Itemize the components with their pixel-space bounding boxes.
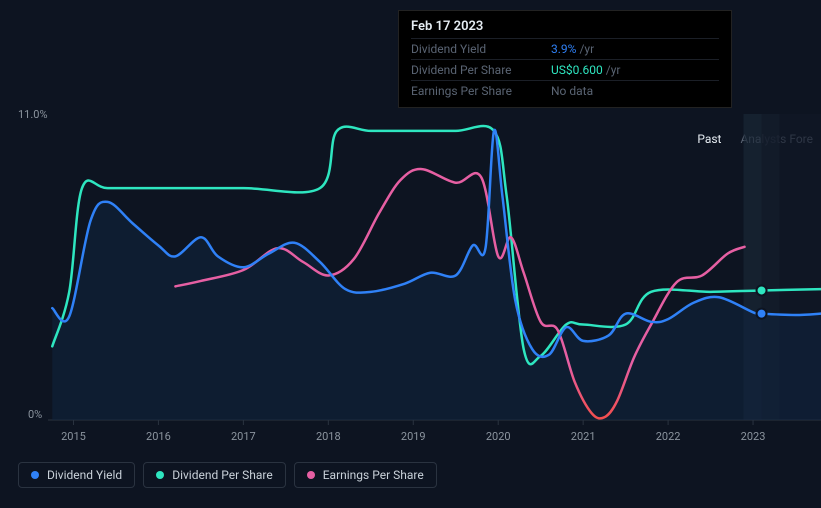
chart-tooltip: Feb 17 2023 Dividend Yield3.9%/yrDividen…	[398, 10, 732, 108]
x-axis-year: 2022	[656, 430, 681, 443]
legend-dot	[31, 471, 39, 479]
x-axis-year: 2021	[571, 430, 596, 443]
legend-label: Dividend Yield	[47, 468, 122, 482]
legend-label: Dividend Per Share	[172, 468, 273, 482]
legend-dot	[156, 471, 164, 479]
tooltip-row: Earnings Per ShareNo data	[411, 80, 719, 101]
tooltip-row-label: Dividend Per Share	[411, 63, 551, 77]
tooltip-row-value: US$0.600/yr	[551, 63, 719, 77]
chart-plot-area[interactable]	[48, 120, 821, 420]
dps-line-marker	[757, 285, 767, 295]
legend-dot	[307, 471, 315, 479]
tooltip-date: Feb 17 2023	[411, 19, 719, 34]
legend-label: Earnings Per Share	[323, 468, 424, 482]
x-axis-year: 2016	[146, 430, 171, 443]
x-axis-year: 2023	[741, 430, 766, 443]
y-axis-max: 11.0%	[18, 108, 48, 121]
tooltip-row: Dividend Per ShareUS$0.600/yr	[411, 59, 719, 80]
tooltip-row-value: 3.9%/yr	[551, 42, 719, 56]
tooltip-row-label: Earnings Per Share	[411, 84, 551, 98]
yield-line-marker	[757, 309, 767, 319]
tooltip-row: Dividend Yield3.9%/yr	[411, 38, 719, 59]
tooltip-row-label: Dividend Yield	[411, 42, 551, 56]
x-axis-year: 2019	[401, 430, 426, 443]
legend-item[interactable]: Dividend Per Share	[143, 462, 286, 488]
x-axis-year: 2018	[316, 430, 341, 443]
x-axis-year: 2015	[61, 430, 86, 443]
y-axis-min: 0%	[28, 408, 42, 421]
dividend-chart: 11.0% 0% Past Analysts Fore 201520162017…	[0, 0, 821, 508]
chart-legend: Dividend Yield Dividend Per Share Earnings…	[18, 462, 437, 488]
legend-item[interactable]: Earnings Per Share	[294, 462, 437, 488]
x-axis-year: 2017	[231, 430, 256, 443]
legend-item[interactable]: Dividend Yield	[18, 462, 135, 488]
x-axis-year: 2020	[486, 430, 511, 443]
tooltip-row-value: No data	[551, 84, 719, 98]
